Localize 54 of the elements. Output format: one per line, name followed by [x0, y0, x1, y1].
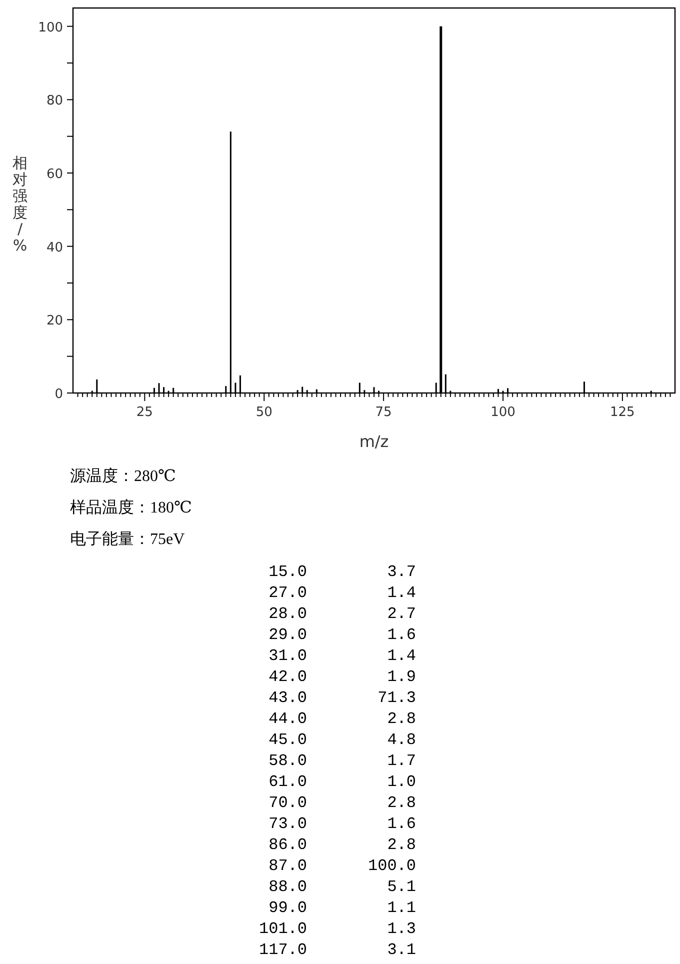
text: 1.6 — [387, 815, 416, 833]
text: 1.9 — [387, 668, 416, 686]
x-tick-label: 75 — [375, 405, 392, 420]
text: 71.3 — [378, 689, 416, 707]
text: 1.4 — [387, 584, 416, 602]
text: 29.0 — [268, 626, 307, 644]
text: 45.0 — [268, 731, 307, 749]
text: 样品温度：180℃ — [70, 498, 192, 516]
text: 1.6 — [387, 626, 416, 644]
text: 源温度：280℃ — [70, 467, 176, 485]
text: 58.0 — [268, 752, 307, 770]
text: 100.0 — [368, 857, 416, 875]
x-tick-label: 125 — [610, 405, 635, 420]
text: 27.0 — [268, 584, 307, 602]
text: 70.0 — [268, 794, 307, 812]
text: 42.0 — [268, 668, 307, 686]
x-tick-label: 50 — [256, 405, 272, 420]
text: 43.0 — [268, 689, 307, 707]
text: 1.1 — [387, 899, 416, 917]
text: 2.8 — [387, 794, 416, 812]
y-axis-title: 相对强度/% — [12, 154, 28, 254]
text: 1.3 — [387, 920, 416, 938]
text: 2.8 — [387, 710, 416, 728]
y-tick-label: 60 — [46, 167, 63, 182]
text: 73.0 — [268, 815, 307, 833]
x-tick-label: 100 — [490, 405, 516, 420]
text: 117.0 — [258, 941, 307, 959]
text: 86.0 — [268, 836, 307, 854]
text: 87.0 — [268, 857, 307, 875]
y-tick-label: 80 — [46, 94, 63, 109]
text: 1.0 — [387, 773, 416, 791]
text: 101.0 — [258, 920, 307, 938]
text: 44.0 — [268, 710, 307, 728]
y-tick-label: 0 — [54, 387, 63, 402]
text: 99.0 — [268, 899, 307, 917]
x-tick-label: 25 — [136, 405, 153, 420]
text: 1.7 — [387, 752, 416, 770]
text: 61.0 — [268, 773, 307, 791]
text: 3.7 — [387, 563, 416, 581]
text: 电子能量：75eV — [70, 530, 186, 548]
text: 15.0 — [268, 563, 307, 581]
text: 31.0 — [268, 647, 307, 665]
y-tick-label: 100 — [38, 20, 63, 36]
text: 2.7 — [387, 605, 416, 623]
text: 5.1 — [387, 878, 416, 896]
text: 28.0 — [268, 605, 307, 623]
text: 2.8 — [387, 836, 416, 854]
text: 88.0 — [268, 878, 307, 896]
x-axis-title: m/z — [359, 432, 389, 451]
y-tick-label: 40 — [46, 240, 63, 256]
y-tick-label: 20 — [46, 314, 63, 329]
text: 3.1 — [387, 941, 416, 959]
text: 4.8 — [387, 731, 416, 749]
text: 1.4 — [387, 647, 416, 665]
